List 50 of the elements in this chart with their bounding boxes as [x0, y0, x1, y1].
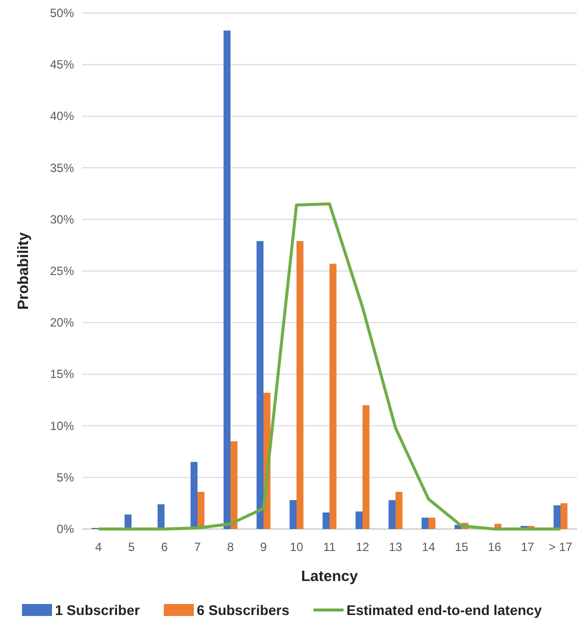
x-tick-label: 15	[454, 540, 468, 554]
x-axis-title: Latency	[301, 568, 358, 585]
bar	[190, 462, 198, 529]
bar	[230, 441, 238, 529]
bar	[256, 241, 264, 529]
x-tick-label: 17	[520, 540, 534, 554]
x-tick-label: 7	[194, 540, 202, 554]
y-tick-label: 25%	[50, 264, 74, 278]
x-tick-label: 4	[95, 540, 102, 554]
y-tick-label: 40%	[50, 109, 74, 124]
y-tick-label: 5%	[56, 470, 74, 484]
bar	[396, 492, 402, 529]
x-tick-label: 11	[323, 540, 336, 554]
x-tick-label: 14	[422, 540, 436, 554]
y-tick-label: 45%	[50, 58, 74, 72]
y-tick-label: 50%	[50, 6, 74, 20]
y-tick-label: 30%	[50, 212, 74, 226]
bar	[322, 512, 330, 529]
x-tick-label: 13	[388, 540, 402, 554]
y-tick-label: 20%	[50, 316, 74, 330]
x-tick-label: 16	[488, 540, 502, 554]
legend-label: 6 Subscribers	[196, 602, 290, 618]
bar	[356, 511, 362, 529]
bar	[560, 503, 568, 529]
line-series	[97, 202, 562, 530]
y-tick-label: 10%	[50, 418, 74, 433]
bar	[296, 241, 304, 529]
bar	[158, 504, 164, 529]
bar	[428, 518, 436, 529]
bar	[554, 505, 560, 529]
x-tick-label: 8	[227, 540, 234, 554]
bar	[362, 405, 370, 529]
bar	[388, 500, 396, 529]
x-tick-label: 12	[356, 540, 370, 554]
bar	[198, 492, 204, 529]
bar	[290, 500, 296, 529]
x-tick-label: 9	[260, 540, 268, 554]
legend-label: Estimated end-to-end latency	[346, 602, 542, 618]
legend-label: 1 Subscriber	[55, 602, 140, 618]
bar	[422, 518, 428, 529]
y-tick-label: 15%	[50, 367, 74, 382]
bar	[330, 264, 336, 529]
x-tick-label: 10	[290, 540, 304, 554]
x-tick-label: 5	[128, 540, 136, 554]
y-tick-label: 35%	[50, 160, 74, 175]
bar	[224, 30, 230, 529]
x-tick-label: > 17	[548, 540, 573, 554]
x-tick-label: 6	[161, 540, 168, 554]
y-axis-title: Probability	[15, 232, 32, 310]
y-tick-label: 0%	[56, 522, 74, 536]
